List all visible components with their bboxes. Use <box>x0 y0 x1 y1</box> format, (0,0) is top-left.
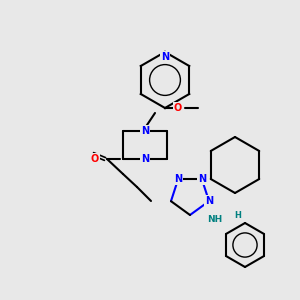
Text: N: N <box>198 174 206 184</box>
Text: H: H <box>235 211 242 220</box>
Text: N: N <box>141 126 149 136</box>
Text: O: O <box>174 103 182 113</box>
Text: NH: NH <box>207 215 223 224</box>
Text: N: N <box>161 52 169 62</box>
Text: N: N <box>141 154 149 164</box>
Text: O: O <box>91 154 99 164</box>
Text: N: N <box>205 196 213 206</box>
Text: N: N <box>174 174 182 184</box>
